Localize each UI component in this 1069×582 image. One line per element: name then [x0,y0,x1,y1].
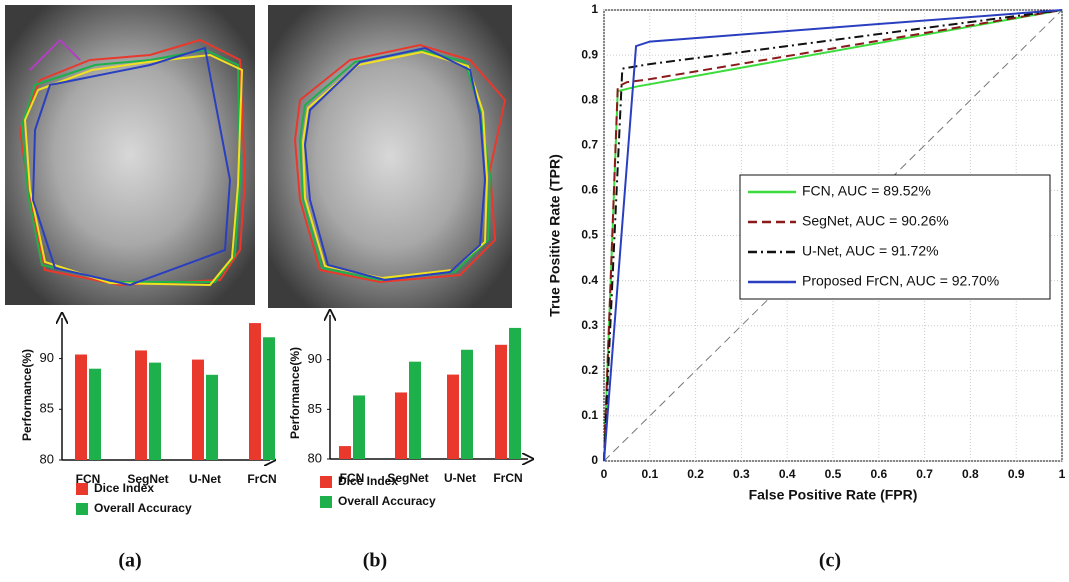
panel-label: (a) [118,550,141,572]
bar [75,355,87,460]
x-tick-label: U-Net [189,472,221,486]
legend-swatch [76,483,88,495]
legend-label: Dice Index [94,481,154,495]
bar [192,360,204,460]
x-tick-label: 0.7 [916,467,933,481]
bar [409,362,421,459]
y-tick-label: 0.8 [581,92,598,106]
x-tick-label: 0.6 [870,467,887,481]
y-tick-label: 90 [40,350,54,365]
y-tick-label: 0 [591,453,598,467]
bar [447,375,459,459]
x-axis-label: False Positive Rate (FPR) [749,487,918,503]
y-tick-label: 0.9 [581,47,598,61]
x-tick-label: FrCN [493,471,522,485]
x-tick-label: 0.2 [687,467,704,481]
figure: 808590Performance(%)FCNSegNetU-NetFrCNDi… [0,0,1069,582]
bar [495,345,507,459]
legend-label: Dice Index [338,474,398,488]
x-tick-label: 0.1 [641,467,658,481]
bar [353,395,365,459]
bar [206,375,218,460]
bar [89,369,101,460]
x-tick-label: 0.5 [825,467,842,481]
y-axis-label: True Positive Rate (TPR) [547,154,563,317]
image-a [5,5,255,305]
bar [509,328,521,459]
y-tick-label: 85 [40,401,54,416]
y-tick-label: 0.3 [581,318,598,332]
legend-swatch [76,503,88,515]
bar [135,350,147,460]
legend-swatch [320,476,332,488]
x-tick-label: 0.8 [962,467,979,481]
legend-swatch [320,496,332,508]
x-tick-label: U-Net [444,471,476,485]
legend-label: Overall Accuracy [94,501,192,515]
y-axis-label: Performance(%) [288,347,302,439]
x-tick-label: 0.9 [1008,467,1025,481]
y-tick-label: 0.2 [581,363,598,377]
x-tick-label: 1 [1059,467,1066,481]
y-tick-label: 0.6 [581,183,598,197]
legend-label: U-Net, AUC = 91.72% [802,243,939,259]
y-tick-label: 0.7 [581,137,598,151]
bar [395,392,407,459]
y-tick-label: 0.5 [581,228,598,242]
y-tick-label: 80 [40,451,54,466]
y-tick-label: 85 [308,401,322,416]
y-tick-label: 0.1 [581,408,598,422]
y-tick-label: 1 [591,2,598,16]
bar [149,363,161,460]
x-tick-label: 0 [601,467,608,481]
image-b [268,5,512,308]
panel-label: (b) [363,550,387,572]
bar [461,350,473,459]
panel-label: (c) [819,550,841,572]
y-tick-label: 80 [308,450,322,465]
y-axis-label: Performance(%) [20,349,34,441]
y-tick-label: 0.4 [581,273,598,287]
bar [263,337,275,460]
bar [249,323,261,460]
legend-label: FCN, AUC = 89.52% [802,183,931,199]
y-tick-label: 90 [308,351,322,366]
x-tick-label: 0.3 [733,467,750,481]
legend-label: Overall Accuracy [338,494,436,508]
legend-label: Proposed FrCN, AUC = 92.70% [802,273,999,289]
bar [339,446,351,459]
legend-label: SegNet, AUC = 90.26% [802,213,949,229]
x-tick-label: 0.4 [779,467,796,481]
x-tick-label: FrCN [247,472,276,486]
